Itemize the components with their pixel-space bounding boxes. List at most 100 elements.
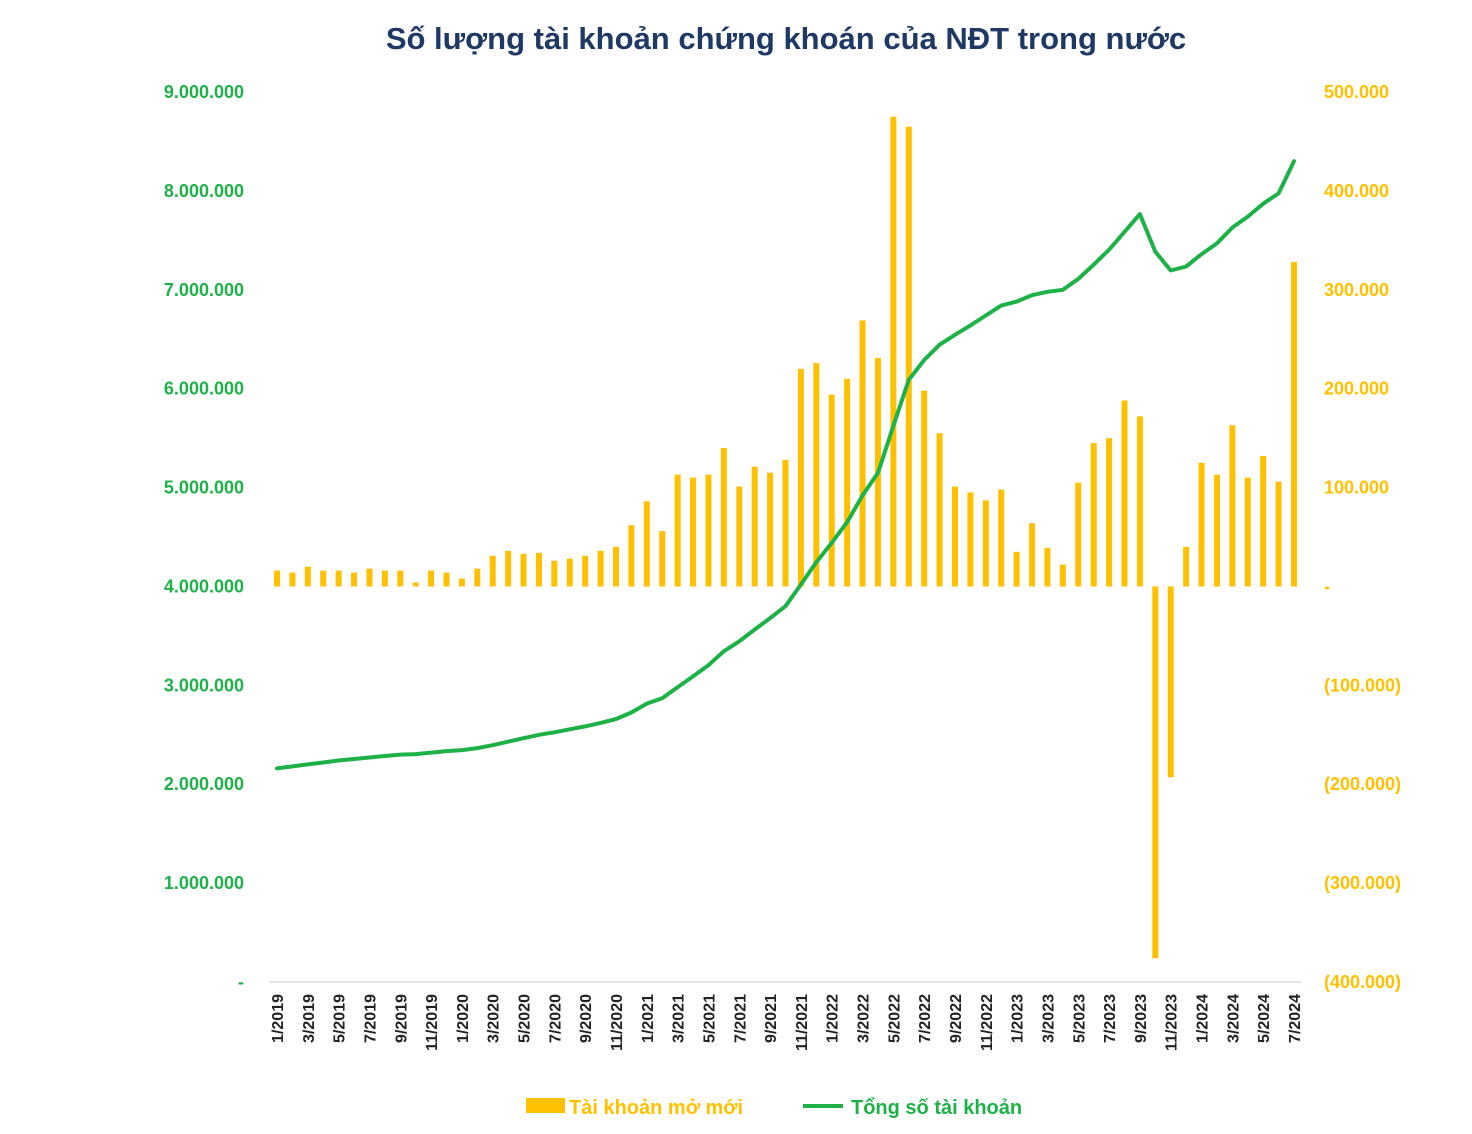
right-tick-label: - [1324, 576, 1330, 596]
bar [751, 466, 758, 587]
bar [397, 570, 404, 587]
bar [1075, 482, 1082, 587]
bar [366, 568, 373, 587]
x-tick-label: 1/2020 [455, 994, 472, 1043]
x-tick-label: 7/2021 [732, 994, 749, 1043]
bar [1013, 551, 1020, 587]
bar [1152, 586, 1159, 959]
bar [458, 578, 465, 587]
bar [1260, 455, 1267, 587]
x-tick-label: 7/2023 [1102, 994, 1119, 1043]
x-tick-label: 5/2023 [1071, 994, 1088, 1043]
bar [1291, 262, 1297, 587]
left-axis: - 1.000.000 2.000.000 3.000.000 4.000.000 5.0… [164, 82, 244, 992]
bar [736, 486, 743, 587]
left-tick-label: - [238, 972, 244, 992]
x-tick-label: 3/2024 [1225, 994, 1242, 1043]
x-tick-label: 11/2021 [794, 994, 811, 1051]
bar [1121, 400, 1128, 587]
bar [1029, 523, 1036, 587]
x-tick-label: 9/2022 [948, 994, 965, 1043]
bar [767, 472, 774, 587]
x-tick-label: 3/2020 [486, 994, 503, 1043]
bar [982, 500, 989, 587]
left-tick-label: 8.000.000 [164, 181, 244, 201]
bar [535, 552, 542, 587]
left-tick-label: 7.000.000 [164, 280, 244, 300]
bar [1183, 546, 1190, 587]
x-tick-label: 9/2020 [578, 994, 595, 1043]
chart-title: Số lượng tài khoản chứng khoán của NĐT t… [386, 21, 1186, 56]
line-series-total-accounts [275, 159, 1296, 771]
bar [1275, 481, 1282, 587]
bar [643, 501, 650, 587]
x-tick-label: 5/2021 [702, 994, 719, 1043]
right-axis: (400.000) (300.000) (200.000) (100.000) - 100… [1324, 82, 1401, 992]
x-tick-label: 11/2019 [424, 994, 441, 1051]
bar [797, 368, 804, 587]
x-tick-label: 11/2020 [609, 994, 626, 1051]
bar [505, 550, 512, 587]
right-tick-label: 200.000 [1324, 379, 1389, 399]
legend-swatch-new-accounts [526, 1098, 565, 1113]
right-tick-label: (400.000) [1324, 972, 1401, 992]
right-tick-label: 400.000 [1324, 181, 1389, 201]
bar [428, 570, 435, 587]
bar [304, 566, 311, 587]
bar [967, 492, 974, 587]
x-tick-label: 3/2021 [671, 994, 688, 1043]
bar [936, 433, 943, 587]
x-tick-label: 9/2021 [763, 994, 780, 1043]
bar [782, 459, 789, 587]
bar [489, 555, 496, 587]
right-tick-label: (100.000) [1324, 675, 1401, 695]
x-tick-label: 3/2023 [1041, 994, 1058, 1043]
x-tick-label: 3/2019 [301, 994, 318, 1043]
legend-label-new-accounts: Tài khoản mở mới [569, 1097, 743, 1119]
legend-label-total-accounts: Tổng số tài khoản [851, 1097, 1022, 1119]
right-tick-label: 500.000 [1324, 82, 1389, 102]
left-tick-label: 2.000.000 [164, 774, 244, 794]
bar [1136, 416, 1143, 587]
x-axis: 1/2019 3/2019 5/2019 7/2019 9/2019 11/2019 1/2… [270, 994, 1304, 1051]
left-tick-label: 1.000.000 [164, 873, 244, 893]
bar [1198, 462, 1205, 587]
right-tick-label: (300.000) [1324, 873, 1401, 893]
bar [351, 572, 358, 587]
bar [412, 582, 419, 587]
x-tick-label: 9/2023 [1133, 994, 1150, 1043]
x-tick-label: 5/2024 [1256, 994, 1273, 1043]
bar [566, 558, 573, 587]
bar [274, 570, 280, 587]
bar [582, 555, 589, 587]
bar [690, 477, 697, 587]
bar [859, 320, 866, 587]
bar [890, 116, 897, 587]
bar [659, 531, 666, 587]
left-tick-label: 9.000.000 [164, 82, 244, 102]
x-tick-label: 9/2019 [393, 994, 410, 1043]
left-tick-label: 6.000.000 [164, 379, 244, 399]
bar [1167, 586, 1174, 778]
bar [628, 525, 635, 587]
bar [1244, 477, 1251, 587]
x-tick-label: 1/2021 [640, 994, 657, 1043]
bar [828, 394, 835, 587]
bar [1229, 425, 1236, 587]
bar [921, 390, 928, 587]
x-tick-label: 5/2022 [886, 994, 903, 1043]
bar [998, 489, 1005, 587]
left-tick-label: 3.000.000 [164, 675, 244, 695]
left-tick-label: 4.000.000 [164, 576, 244, 596]
bar [289, 572, 296, 587]
bar [905, 126, 912, 587]
bar-series [274, 116, 1297, 959]
bar [597, 550, 604, 587]
bar [520, 553, 527, 587]
bar [1213, 474, 1220, 587]
x-tick-label: 11/2023 [1164, 994, 1181, 1051]
legend: Tài khoản mở mới Tổng số tài khoản [526, 1097, 1022, 1119]
right-tick-label: 100.000 [1324, 478, 1389, 498]
x-tick-label: 7/2019 [363, 994, 380, 1043]
